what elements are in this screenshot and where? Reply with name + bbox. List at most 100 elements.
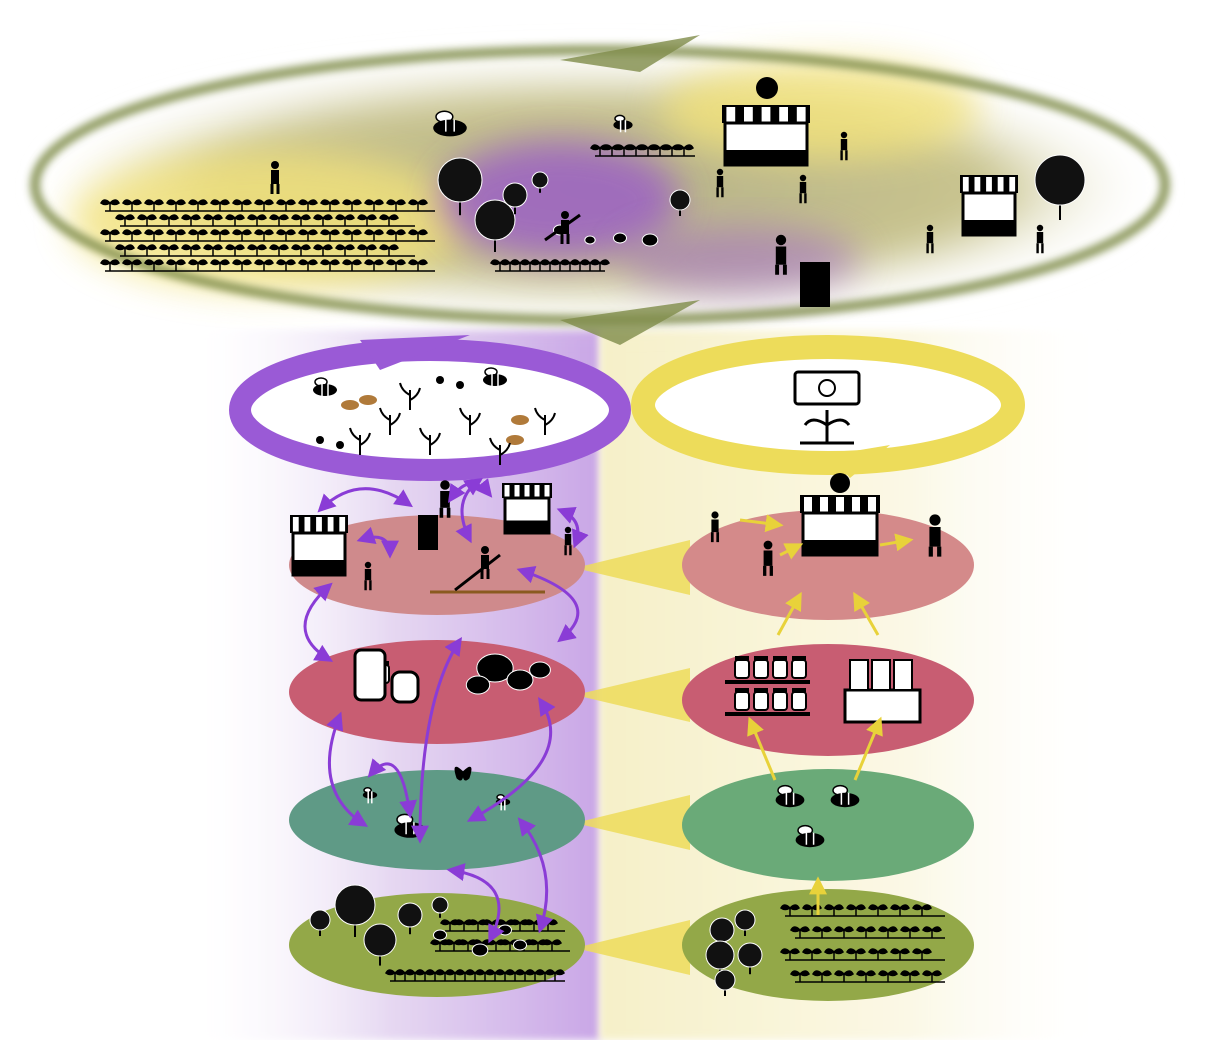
person-head [271, 161, 279, 169]
paw-print [336, 441, 344, 449]
awning-stripe [505, 485, 510, 498]
awning-stripe [339, 517, 345, 533]
awning-stripe [986, 177, 992, 193]
person-body [764, 551, 773, 566]
tree [475, 200, 515, 240]
pumpkin [530, 662, 551, 678]
jar [773, 660, 787, 678]
table [845, 690, 920, 722]
person-body [565, 534, 571, 545]
paw-print [436, 376, 444, 384]
awning-stripe [545, 485, 550, 498]
tree [715, 970, 735, 990]
awning-stripe [762, 107, 771, 123]
person-head [711, 511, 718, 518]
jar-lid [754, 688, 768, 692]
tree [738, 943, 762, 967]
tree [335, 885, 375, 925]
awning-stripe [535, 485, 540, 498]
person-head [481, 546, 489, 554]
pumpkin [507, 670, 533, 690]
awning-stripe [998, 177, 1004, 193]
awning-stripe [316, 517, 322, 533]
person-body [440, 491, 450, 508]
tree [710, 918, 734, 942]
awning-stripe [852, 497, 860, 513]
page: {} [0, 0, 1208, 1040]
awning-stripe [525, 485, 530, 498]
jar [792, 660, 806, 678]
person-body [841, 139, 847, 150]
awning-stripe [779, 107, 788, 123]
honey-jar [355, 650, 385, 700]
person-head [365, 562, 371, 568]
person-body [717, 176, 723, 187]
footprint [341, 400, 359, 410]
awning-stripe [797, 107, 806, 123]
pumpkin [514, 940, 527, 950]
tree [503, 183, 527, 207]
person-head [929, 514, 940, 525]
person-body [561, 220, 569, 234]
shop-counter [293, 560, 345, 575]
diagram [0, 0, 1208, 1040]
awning-stripe [515, 485, 520, 498]
person-head [800, 175, 806, 181]
jar [754, 692, 768, 710]
bee-body [613, 120, 632, 130]
awning-stripe [293, 517, 299, 533]
awning-stripe [836, 497, 844, 513]
jar [735, 660, 749, 678]
jar-lid [792, 656, 806, 660]
awning-stripe [744, 107, 753, 123]
jar [773, 692, 787, 710]
tree [532, 172, 548, 188]
carton [850, 660, 868, 690]
person-body [929, 527, 940, 547]
person-body [481, 555, 489, 569]
bee-body [433, 120, 467, 137]
tree [1035, 155, 1085, 205]
person-head [561, 211, 569, 219]
beehive [418, 515, 438, 550]
tree [364, 924, 396, 956]
awning-stripe [328, 517, 334, 533]
tree [398, 903, 422, 927]
shelf [725, 680, 810, 684]
jar-lid [773, 656, 787, 660]
person-body [711, 520, 718, 533]
pumpkin [642, 234, 658, 246]
shop-counter [505, 521, 549, 534]
awning-stripe [975, 177, 981, 193]
person-body [365, 569, 371, 580]
awning-stripe [868, 497, 876, 513]
carton [872, 660, 890, 690]
pumpkin [466, 676, 489, 694]
location-pin [830, 473, 850, 493]
person-head [927, 225, 933, 231]
paw-print [316, 436, 324, 444]
footprint [506, 435, 524, 445]
footprint [359, 395, 377, 405]
tree [670, 190, 690, 210]
jar [792, 692, 806, 710]
carton [894, 660, 912, 690]
person-head [776, 235, 786, 245]
person-head [841, 132, 847, 138]
jar-lid [735, 656, 749, 660]
bee-body [776, 793, 805, 807]
pumpkin [499, 925, 512, 935]
bee-body [313, 384, 337, 396]
awning-stripe [804, 497, 812, 513]
tree [438, 158, 482, 202]
tree [310, 910, 330, 930]
paw-print [456, 381, 464, 389]
person-body [927, 232, 933, 243]
awning-stripe [1009, 177, 1015, 193]
yellow-cycle [643, 335, 1013, 478]
location-pin [756, 77, 778, 99]
tree [432, 897, 448, 913]
bee-body [483, 374, 507, 386]
person-head [440, 480, 450, 490]
person-head [717, 169, 723, 175]
